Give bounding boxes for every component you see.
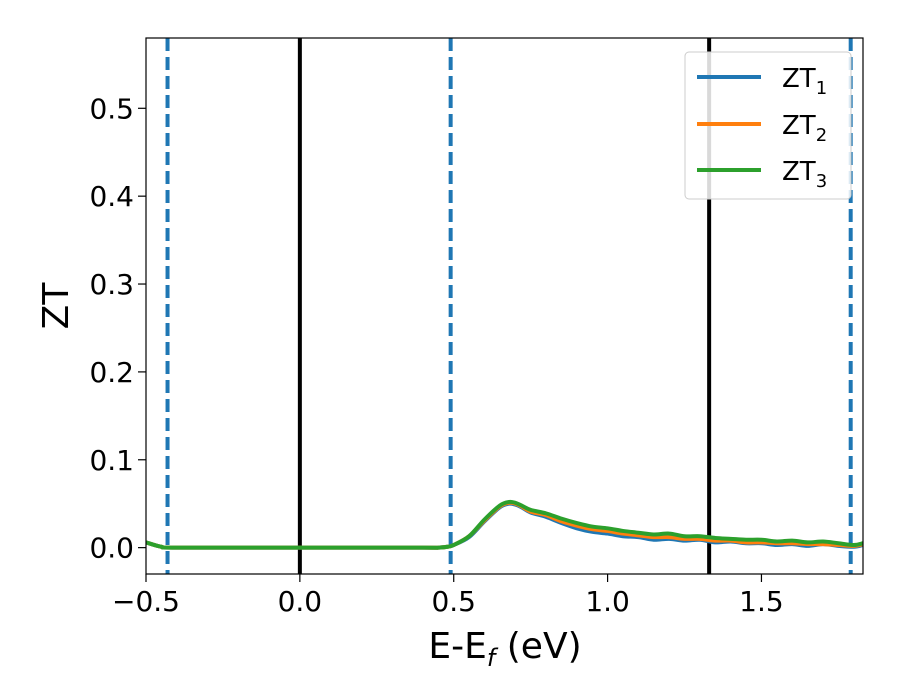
- plot-frame: [145, 37, 864, 575]
- legend-label-zt3: ZT3: [782, 157, 827, 192]
- legend-label-zt2: ZT2: [782, 111, 827, 146]
- series-line-zt3: [146, 499, 863, 550]
- y-tick-label: 0.4: [89, 180, 134, 213]
- y-tick-label: 0.3: [89, 268, 134, 301]
- y-axis-title: ZT: [36, 282, 77, 330]
- x-axis-title-tail: (eV): [495, 626, 581, 667]
- x-axis: −0.5 0.0 0.5 1.0 1.5: [112, 574, 784, 618]
- x-tick-label: −0.5: [112, 585, 180, 618]
- x-tick-label: 0.0: [278, 585, 323, 618]
- y-tick-label: 0.2: [89, 356, 134, 389]
- y-tick-label: 0.1: [89, 444, 134, 477]
- x-tick-label: 0.5: [431, 585, 476, 618]
- x-tick-label: 1.0: [585, 585, 630, 618]
- y-tick-label: 0.0: [89, 532, 134, 565]
- legend-label-zt1: ZT1: [782, 64, 827, 99]
- series-group: [146, 499, 863, 550]
- y-axis: 0.0 0.1 0.2 0.3 0.4 0.5: [89, 92, 146, 565]
- x-axis-title-main: E-E: [428, 626, 486, 667]
- legend: ZT1 ZT2 ZT3: [684, 51, 852, 200]
- y-tick-label: 0.5: [89, 92, 134, 125]
- x-tick-label: 1.5: [739, 585, 784, 618]
- legend-box: [684, 51, 852, 200]
- x-axis-title: E-Ef (eV): [428, 626, 581, 672]
